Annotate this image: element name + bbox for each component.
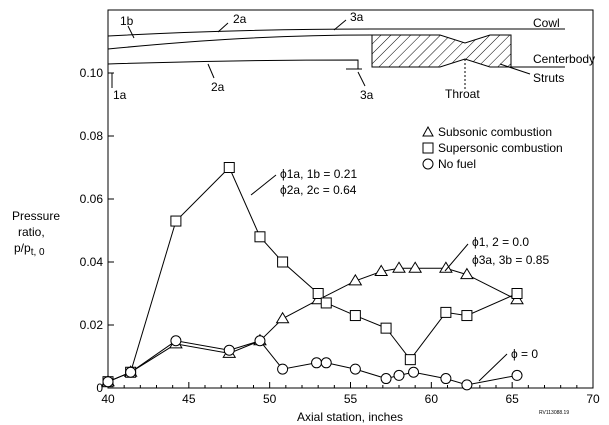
x-tick-label-2: 50 [263, 392, 277, 406]
circle-marker-12 [440, 373, 452, 385]
x-axis-label: Axial station, inches [297, 410, 403, 424]
x-tick-label-6: 70 [586, 392, 600, 406]
series-line-square [107, 166, 518, 383]
label-2a-top: 2a [233, 12, 247, 26]
square-marker-10 [404, 354, 416, 366]
legend-subsonic: Subsonic combustion [438, 125, 552, 139]
circle-marker-10 [393, 369, 405, 381]
centerbody-line [107, 59, 359, 69]
circle-marker-2 [170, 335, 182, 347]
annotation-phi1-line2: ϕ2a, 2c = 0.64 [280, 183, 357, 197]
square-marker-13 [511, 288, 523, 299]
triangle-marker-8 [374, 264, 389, 276]
axis-ticks [107, 72, 594, 389]
leader-2a-bot [207, 63, 215, 79]
circle-marker-13 [461, 379, 473, 391]
triangle-marker-7 [348, 273, 363, 286]
y-axis-label-line-2: ratio, [18, 225, 45, 239]
series-line-triangle [107, 267, 518, 383]
label-cowl: Cowl [533, 16, 560, 30]
label-3a-top: 3a [350, 10, 364, 24]
struts-leader [499, 63, 531, 75]
label-1b: 1b [120, 14, 134, 28]
y-tick-label-3: 0.06 [80, 192, 104, 206]
legend-triangle-marker [422, 125, 434, 137]
legend-square-marker [422, 142, 434, 154]
square-marker-5 [277, 256, 289, 268]
square-marker-11 [440, 306, 452, 318]
label-throat: Throat [445, 87, 480, 101]
legend-no-fuel: No fuel [438, 157, 476, 171]
leader-1b [127, 25, 135, 39]
x-tick-label-3: 55 [344, 392, 358, 406]
triangle-marker-12 [460, 267, 474, 280]
circle-marker-1 [125, 366, 137, 378]
x-tick-label-4: 60 [425, 392, 439, 406]
series-layer [101, 162, 524, 391]
legend-circle-marker [422, 158, 434, 170]
square-marker-9 [380, 322, 392, 334]
engine-schematic: 1b 2a 3a Cowl Centerbody Struts 1a 2a 3a… [107, 10, 595, 102]
circle-marker-5 [277, 363, 289, 375]
triangle-marker-10 [408, 261, 423, 273]
triangle-marker-5 [275, 311, 290, 324]
y-axis-label-line-1: Pressure [12, 209, 60, 223]
square-marker-8 [349, 310, 361, 322]
annotation-phi3: ϕ = 0 [511, 347, 538, 361]
annotation-phi1-leader [250, 174, 277, 196]
triangle-marker-9 [392, 261, 406, 273]
y-axis-label-line-3: p/pt, 0 [14, 241, 45, 258]
label-3a-bot: 3a [360, 88, 374, 102]
axis-tick-labels: 40 45 50 55 60 65 70 0 0.02 0.04 0.06 0.08 0.10 [80, 66, 600, 406]
square-marker-3 [223, 162, 235, 173]
annotation-phi2-line2: ϕ3a, 3b = 0.85 [472, 253, 549, 267]
leader-3a-bot [357, 71, 366, 87]
y-axis-label-p: p/p [14, 241, 31, 255]
circle-marker-11 [408, 366, 420, 378]
x-tick-label-5: 65 [505, 392, 519, 406]
circle-marker-14 [511, 369, 523, 381]
y-tick-label-0: 0 [96, 381, 103, 395]
circle-marker-6 [311, 357, 323, 369]
x-tick-label-0: 40 [101, 392, 115, 406]
label-2a-bot: 2a [211, 80, 225, 94]
triangle-marker-11 [439, 261, 453, 273]
label-struts: Struts [533, 71, 564, 85]
y-axis-label-sub: t, 0 [31, 247, 45, 258]
circle-marker-8 [349, 363, 361, 375]
circle-marker-4 [254, 335, 266, 347]
legend: Subsonic combustion Supersonic combustio… [422, 125, 563, 171]
leader-3a-top [333, 19, 347, 31]
struts-hatch [371, 34, 512, 68]
annotation-phi1-line1: ϕ1a, 1b = 0.21 [280, 167, 357, 181]
cowl-outer-line [107, 28, 565, 37]
leader-2a-top [217, 22, 229, 33]
circle-marker-3 [223, 344, 235, 356]
cowl-inner-line [107, 34, 373, 50]
x-tick-label-1: 45 [182, 392, 196, 406]
annotation-phi3-leader [478, 353, 508, 382]
y-tick-label-2: 0.04 [80, 255, 104, 269]
circle-marker-9 [380, 373, 392, 385]
y-tick-label-4: 0.08 [80, 129, 104, 143]
square-marker-4 [254, 231, 266, 243]
square-marker-6 [312, 288, 324, 299]
y-tick-label-5: 0.10 [80, 66, 104, 80]
y-axis-label: Pressure ratio, p/pt, 0 [12, 209, 60, 258]
label-1a: 1a [113, 88, 127, 102]
circle-marker-0 [102, 376, 114, 388]
label-centerbody: Centerbody [533, 52, 595, 66]
y-tick-label-1: 0.02 [80, 318, 104, 332]
annotation-phi2-leader [444, 243, 469, 272]
annotations: ϕ1a, 1b = 0.21 ϕ2a, 2c = 0.64 ϕ1, 2 = 0.… [250, 167, 549, 382]
annotation-phi2-line1: ϕ1, 2 = 0.0 [472, 235, 529, 249]
square-marker-7 [320, 297, 332, 309]
square-marker-12 [461, 310, 473, 322]
legend-supersonic: Supersonic combustion [438, 141, 563, 155]
circle-marker-7 [320, 357, 332, 369]
figure-id: RV113088.19 [539, 410, 569, 416]
square-marker-2 [170, 215, 182, 227]
